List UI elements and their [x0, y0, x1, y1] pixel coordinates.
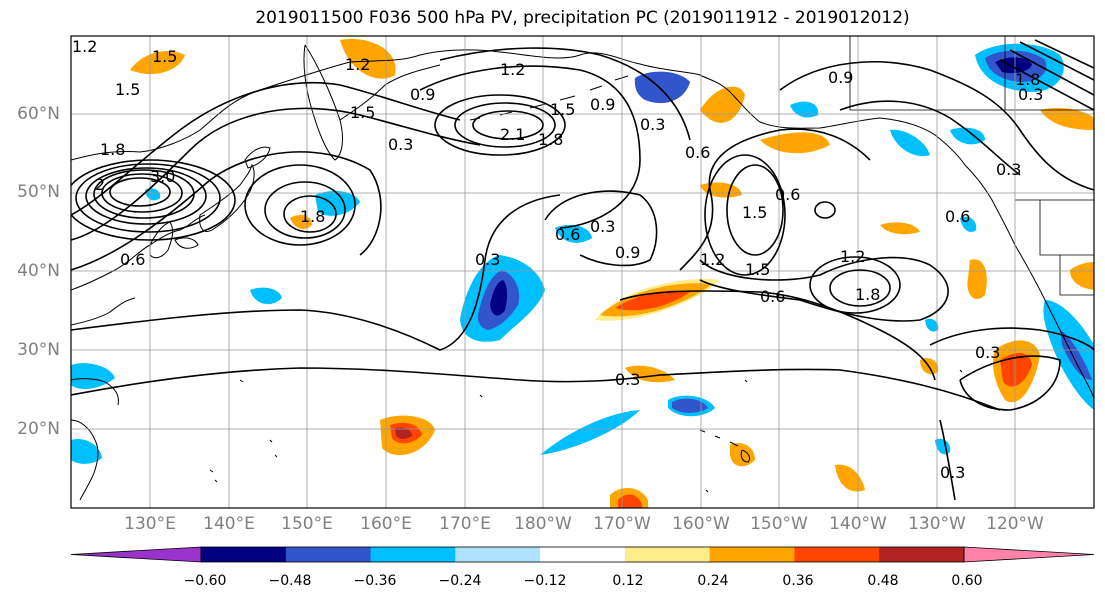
contour-label: 3.0	[150, 167, 175, 186]
contour-label: 1.2	[500, 60, 525, 79]
contour-label: 2.1	[500, 125, 525, 144]
precip-shading	[71, 39, 1094, 508]
page-title: 2019011500 F036 500 hPa PV, precipitatio…	[255, 8, 910, 28]
contour-label: 0.6	[685, 143, 710, 162]
lat-label: 60°N	[17, 104, 60, 124]
contour-label: 1.8	[300, 207, 325, 226]
colorbar-extend-low	[70, 546, 202, 563]
colorbar-swatch	[370, 547, 456, 562]
lat-label: 50°N	[17, 182, 60, 202]
colorbar-outline	[200, 546, 965, 563]
map-plot: 1.2 1.5 1.5 0.9 0.3 1.2 1.5 2.1 1.8 1.2 …	[71, 36, 1094, 508]
contour-labels: 1.2 1.5 1.5 0.9 0.3 1.2 1.5 2.1 1.8 1.2 …	[72, 37, 1043, 482]
contour-label: 0.6	[760, 287, 785, 306]
contour-label: 1.8	[1015, 70, 1040, 89]
contour-label: 1.2	[840, 247, 865, 266]
contour-label: 0.3	[615, 370, 640, 389]
contour-label: 1.5	[115, 80, 140, 99]
contour-label: 1.5	[350, 103, 375, 122]
colorbar-swatch	[540, 547, 626, 562]
graticule	[71, 36, 1094, 508]
colorbar	[70, 546, 1095, 563]
colorbar-swatch	[879, 547, 965, 562]
contour-label: 1.5	[742, 203, 767, 222]
contour-label: 1.8	[855, 285, 880, 304]
contour-label: 0.6	[555, 225, 580, 244]
contour-label: 0.3	[996, 160, 1021, 179]
colorbar-swatch	[201, 547, 287, 562]
contour-label: 0.3	[475, 250, 500, 269]
lon-label: 120°W	[986, 514, 1044, 534]
contour-label: 1.5	[550, 100, 575, 119]
lon-label: 150°W	[750, 514, 808, 534]
contour-label: 1.2	[72, 37, 97, 56]
colorbar-tick-label: 0.36	[782, 573, 814, 589]
contour-label: 0.3	[640, 115, 665, 134]
contour-label: 1.8	[538, 130, 563, 149]
colorbar-swatch	[624, 547, 711, 562]
contour-label: 0.9	[410, 85, 435, 104]
lon-label: 130°E	[124, 514, 176, 534]
contour-label: 2	[95, 175, 105, 194]
lon-label: 180°W	[514, 514, 572, 534]
lon-label: 170°E	[439, 514, 491, 534]
lon-label: 130°W	[908, 514, 966, 534]
contour-label: 1.2	[700, 250, 725, 269]
colorbar-tick-label: −0.36	[353, 573, 397, 589]
lat-label: 40°N	[17, 261, 60, 281]
contour-label: 0.3	[975, 343, 1000, 362]
contour-label: 1.5	[152, 47, 177, 66]
lon-label: 140°E	[203, 514, 255, 534]
colorbar-tick-label: 0.60	[951, 573, 983, 589]
map-frame	[70, 35, 1095, 509]
colorbar-tick-label: 0.48	[867, 573, 899, 589]
contour-label: 0.6	[120, 250, 145, 269]
pv-contours	[71, 39, 1094, 501]
colorbar-swatch	[285, 547, 372, 562]
lat-label: 20°N	[17, 419, 60, 439]
colorbar-swatch	[709, 547, 795, 562]
colorbar-tick-label: 0.12	[612, 573, 644, 589]
lon-label: 150°E	[281, 514, 333, 534]
contour-label: 1.2	[345, 55, 370, 74]
lon-label: 160°W	[672, 514, 730, 534]
lon-label: 140°W	[829, 514, 887, 534]
contour-label: 0.9	[615, 243, 640, 262]
contour-label: 0.3	[940, 463, 965, 482]
colorbar-swatch	[455, 547, 541, 562]
contour-label: 0.9	[828, 68, 853, 87]
colorbar-tick-label: 0.24	[697, 573, 729, 589]
contour-label: 1.8	[100, 140, 125, 159]
colorbar-extend-high	[963, 546, 1095, 563]
contour-label: 0.3	[1018, 85, 1043, 104]
colorbar-tick-label: −0.48	[268, 573, 312, 589]
contour-label: 0.6	[775, 185, 800, 204]
lon-label: 160°E	[360, 514, 412, 534]
contour-label: 0.6	[945, 207, 970, 226]
colorbar-swatch	[794, 547, 880, 562]
contour-label: 0.3	[590, 217, 615, 236]
lon-label: 170°W	[593, 514, 651, 534]
lat-label: 30°N	[17, 340, 60, 360]
contour-label: 0.3	[388, 135, 413, 154]
colorbar-tick-label: −0.12	[523, 573, 567, 589]
contour-label: 1.5	[745, 260, 770, 279]
colorbar-tick-label: −0.60	[183, 573, 227, 589]
colorbar-tick-label: −0.24	[438, 573, 482, 589]
contour-label: 0.9	[590, 95, 615, 114]
